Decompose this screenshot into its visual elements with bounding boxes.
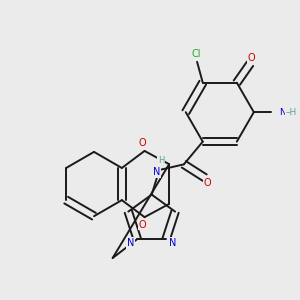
Text: Cl: Cl — [191, 49, 201, 59]
Text: O: O — [139, 220, 146, 230]
Text: O: O — [139, 138, 146, 148]
Text: O: O — [204, 178, 211, 188]
Text: H: H — [158, 156, 164, 165]
Text: N: N — [127, 238, 134, 248]
Text: N: N — [153, 167, 160, 177]
Text: N: N — [169, 238, 176, 248]
Text: O: O — [247, 53, 255, 63]
Text: N: N — [279, 108, 286, 117]
Text: –H: –H — [286, 108, 297, 117]
